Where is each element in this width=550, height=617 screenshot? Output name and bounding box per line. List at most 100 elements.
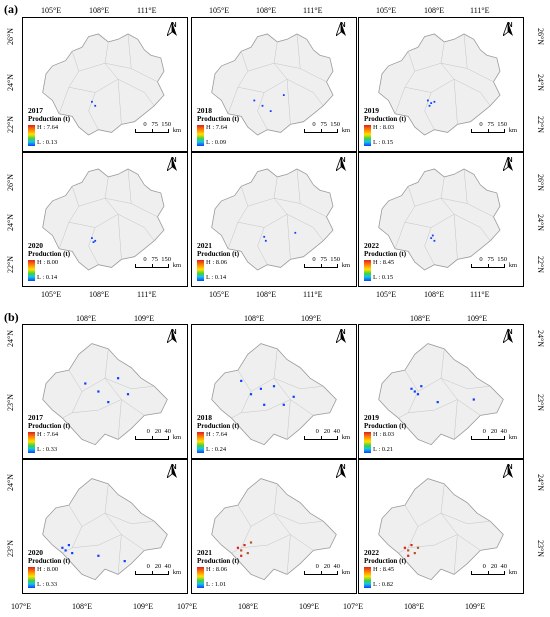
map-panel: N 2022 Production (t) H : 8.45 L : 0.82 0 20 … (358, 459, 524, 594)
production-pixel (427, 99, 429, 102)
production-pixel (413, 552, 416, 555)
production-pixel (430, 237, 433, 239)
north-arrow-icon: N (336, 464, 350, 478)
scale-unit: km (508, 127, 517, 134)
map-panel: N 2019 Production (t) H : 8.03 L : 0.21 0 20 … (358, 324, 524, 459)
legend-title: Production (t) (364, 422, 407, 430)
scale-bar (304, 129, 338, 133)
scale-bar (304, 571, 338, 575)
region-outline (42, 343, 168, 446)
map-year: 2017 (28, 106, 43, 115)
district-boundary (104, 348, 122, 440)
legend-high: H : 8.03 (373, 124, 395, 131)
scale-tick (152, 129, 153, 132)
legend-color-ramp (28, 260, 35, 281)
district-boundary (231, 370, 252, 419)
lat-label: 24°N (535, 214, 545, 231)
production-pixel (413, 390, 416, 393)
lon-label: 108°E (89, 290, 110, 299)
district-boundary (424, 227, 435, 265)
production-pixel (240, 554, 243, 557)
lat-label: 24°N (535, 330, 545, 347)
district-boundary (398, 505, 419, 554)
district-boundary (424, 92, 435, 130)
district-boundary (414, 62, 494, 83)
production-pixel (71, 552, 74, 555)
district-boundary (257, 227, 268, 265)
district-boundary (408, 534, 481, 551)
legend-title: Production (t) (28, 250, 71, 258)
scale-bar (471, 571, 505, 575)
scale-unit: km (341, 262, 350, 269)
lon-label: 108°E (256, 290, 277, 299)
legend-color-ramp (28, 567, 35, 588)
district-boundary (273, 41, 291, 125)
legend-color-ramp (197, 125, 204, 146)
legend-high: H : 8.06 (206, 566, 228, 573)
legend-low: L : 0.13 (37, 139, 58, 146)
lat-label: 24°N (5, 214, 15, 231)
legend-low: L : 0.14 (206, 274, 227, 281)
legend-color-ramp (28, 432, 35, 453)
scale-numbers: 0 20 40 (315, 428, 340, 435)
region-outline (42, 168, 165, 271)
legend-high: H : 7.64 (206, 124, 228, 131)
scale-unit: km (172, 127, 181, 134)
legend-high: H : 7.64 (37, 431, 59, 438)
north-label: N (340, 329, 346, 336)
map-panel: N 2020 Production (t) H : 8.00 L : 0.33 0 20 … (22, 459, 188, 594)
production-pixel (282, 403, 285, 406)
lat-label: 26°N (535, 174, 545, 191)
production-pixel (246, 552, 249, 555)
lat-label: 24°N (5, 74, 15, 91)
lon-label: 109°E (467, 314, 488, 323)
scale-tick (152, 436, 153, 439)
district-boundary (417, 377, 491, 392)
north-arrow-icon: N (503, 22, 517, 36)
production-pixel (263, 403, 266, 406)
scale-bar (471, 129, 505, 133)
district-boundary (237, 213, 324, 241)
lon-label: 109°E (133, 602, 154, 611)
district-boundary (104, 483, 122, 575)
region-map (42, 478, 168, 581)
north-arrow-icon: N (167, 22, 181, 36)
scale-tick (321, 436, 322, 439)
region-outline (378, 168, 501, 271)
legend-title: Production (t) (28, 557, 71, 565)
scale-bar (304, 264, 338, 268)
north-arrow-icon: N (167, 329, 181, 343)
scale-bar (471, 436, 505, 440)
district-boundary (247, 197, 327, 218)
scale-bar (135, 129, 169, 133)
scale-tick (321, 571, 322, 574)
district-boundary (417, 512, 491, 527)
legend-color-ramp (197, 260, 204, 281)
scale-bar (135, 436, 169, 440)
panel-label-b: (b) (4, 310, 19, 324)
production-pixel (240, 549, 243, 552)
scale-tick (321, 264, 322, 267)
region-map (42, 168, 165, 271)
district-boundary (78, 197, 158, 218)
scale-numbers: 0 20 40 (146, 563, 171, 570)
north-arrow-icon: N (503, 464, 517, 478)
lat-label: 23°N (535, 540, 545, 557)
legend-title: Production (t) (28, 422, 71, 430)
district-boundary (414, 197, 494, 218)
district-boundary (440, 483, 458, 575)
district-boundary (273, 176, 291, 260)
map-year: 2022 (364, 241, 379, 250)
lon-label: 105°E (376, 290, 397, 299)
north-arrow-icon: N (503, 329, 517, 343)
scale-tick (488, 571, 489, 574)
region-map (211, 478, 337, 581)
map-year: 2022 (364, 548, 379, 557)
production-pixel (292, 395, 295, 398)
production-pixel (264, 239, 267, 242)
legend-low: L : 0.24 (206, 446, 227, 453)
district-boundary (250, 512, 324, 527)
scale-unit: km (341, 569, 350, 576)
scale-tick (321, 129, 322, 132)
legend-low: L : 0.14 (37, 274, 58, 281)
